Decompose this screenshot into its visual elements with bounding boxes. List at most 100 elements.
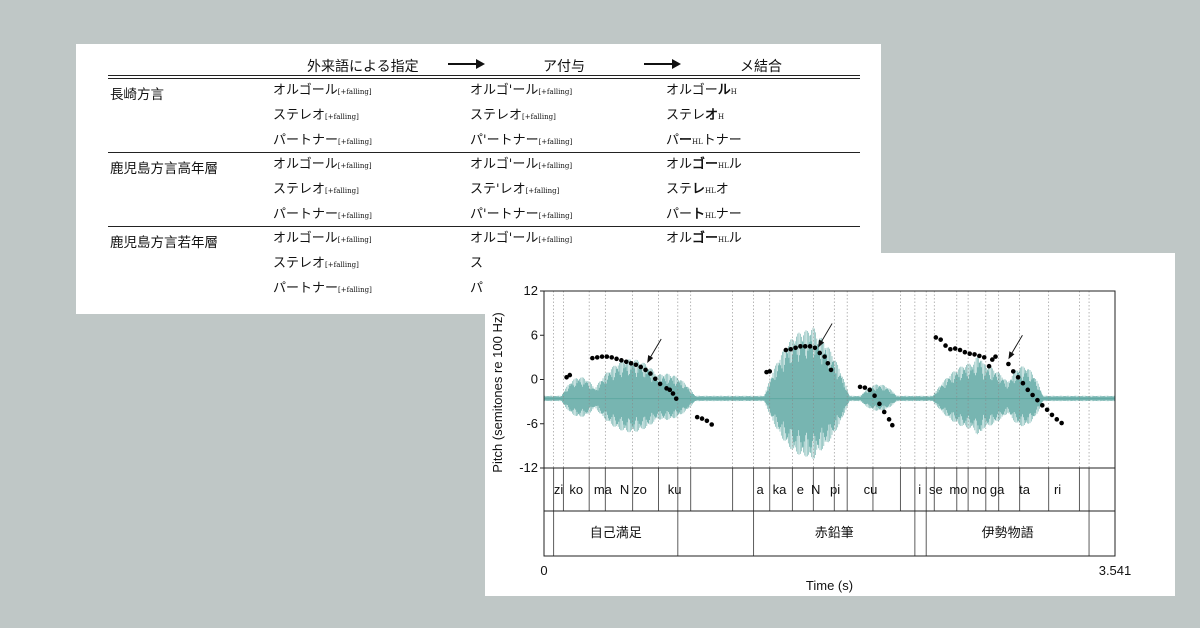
cell-text: パ'ートナー [470,133,539,148]
syllable-label: ko [569,482,583,497]
pitch-point [872,393,877,399]
cell-text: オルゴ'ール [470,83,539,98]
pitch-point [783,347,789,353]
pitch-point [1030,392,1035,398]
pitch-point [609,355,615,360]
syllable-label: se [929,482,943,497]
arrow-right-icon [644,59,681,69]
tone-subscript: HL [705,187,716,195]
cell-accent: ステレオ[+falling] [470,108,556,125]
feature-subscript: [+falling] [338,212,372,220]
cell-bold: ー [679,133,693,148]
pitch-point [807,344,813,349]
arrow-head-icon [818,339,825,348]
cell-accent: パ'ートナー[+falling] [470,207,572,224]
feature-subscript: [+falling] [325,187,359,195]
feature-subscript: [+falling] [538,88,573,96]
pitch-point [938,337,943,342]
cell-text: ステレオ [470,108,523,123]
feature-subscript: [+falling] [325,261,359,269]
pitch-point [590,355,595,361]
syllable-label: ka [773,482,788,497]
pitch-point [1049,412,1055,418]
pitch-point [657,381,663,387]
cell-loanword: オルゴール[+falling] [273,157,372,174]
waveform-trace [543,327,1115,459]
feature-subscript: [+falling] [538,212,573,220]
cell-accent: ステ'レオ[+falling] [470,182,559,199]
pitch-point [822,354,827,359]
pitch-point [1025,387,1031,393]
cell-merge: オルゴーHLル [666,157,742,174]
cell-merge: パーHLトナー [666,133,742,150]
syllable-label: e [797,482,804,497]
pitch-point [709,422,715,427]
pitch-point [604,354,610,359]
pitch-point [1054,417,1060,422]
pitch-point [993,354,998,359]
pitch-point [788,346,794,352]
cell-bold: オ [705,108,719,123]
cell-text: オルゴール [273,157,338,172]
pitch-point [1059,420,1064,426]
cell-text: オル [666,231,693,246]
cell-text: ステレオ [273,108,326,123]
y-tick-label: -6 [526,416,538,431]
group-label: 長崎方言 [110,87,164,103]
cell-text: オルゴ'ール [470,157,539,172]
pitch-point [1020,380,1026,386]
pitch-point [670,391,676,396]
cell-accent: パ [470,281,483,298]
cell-text: パー [666,207,693,222]
pitch-point [948,346,953,352]
pitch-point [828,367,834,373]
pitch-point [802,344,808,349]
arrow-head-icon [647,354,654,363]
header-col3: メ結合 [740,59,782,75]
pitch-point [1044,407,1050,413]
word-tier [543,510,1116,557]
pitch-point [667,387,673,393]
pitch-point [633,362,639,368]
tone-subscript: HL [692,138,703,146]
pitch-chart-card: 12 6 0 -6 -12 Pitch (semitones re 100 Hz) zi ko… [485,253,1175,596]
header-col2: ア付与 [543,59,585,75]
cell-accent: オルゴ'ール[+falling] [470,83,572,100]
cell-text: ス [470,256,484,271]
cell-bold: ト [692,207,706,222]
tone-subscript: HL [705,212,716,220]
y-tick-label: 12 [524,283,538,298]
y-tick-label: 6 [531,327,538,342]
cell-text: ステ [666,182,693,197]
group-label: 鹿児島方言高年層 [110,161,218,177]
cell-loanword: パートナー[+falling] [273,281,372,298]
pitch-point [623,359,629,365]
cell-merge: ステレHLオ [666,182,729,199]
pitch-point [798,344,803,349]
syllable-label: pi [830,482,840,497]
double-rule-bottom [108,78,860,79]
pitch-point [694,414,700,420]
cell-loanword: ステレオ[+falling] [273,182,359,199]
pitch-point [699,416,705,421]
group-divider [108,152,860,153]
x-tick-label: 3.541 [1099,563,1132,578]
pitch-point [594,355,600,360]
x-axis-label: Time (s) [806,578,853,593]
pitch-chart: 12 6 0 -6 -12 Pitch (semitones re 100 Hz) zi ko… [490,283,1132,593]
cell-loanword: ステレオ[+falling] [273,256,359,273]
pitch-point [857,384,863,390]
cell-text: パ'ートナー [470,207,539,222]
feature-subscript: [+falling] [338,286,372,294]
header-col1: 外来語による指定 [307,59,419,75]
feature-subscript: [+falling] [325,113,359,121]
cell-bold: レ [692,182,706,197]
pitch-point [881,409,887,415]
cell-text: オルゴ'ール [470,231,539,246]
word-label: 伊勢物語 [982,525,1034,540]
cell-text: オルゴール [273,231,338,246]
syllable-label: ta [1019,482,1031,497]
feature-subscript: [+falling] [538,236,573,244]
cell-text: トナー [702,133,742,148]
pitch-point [812,345,818,351]
